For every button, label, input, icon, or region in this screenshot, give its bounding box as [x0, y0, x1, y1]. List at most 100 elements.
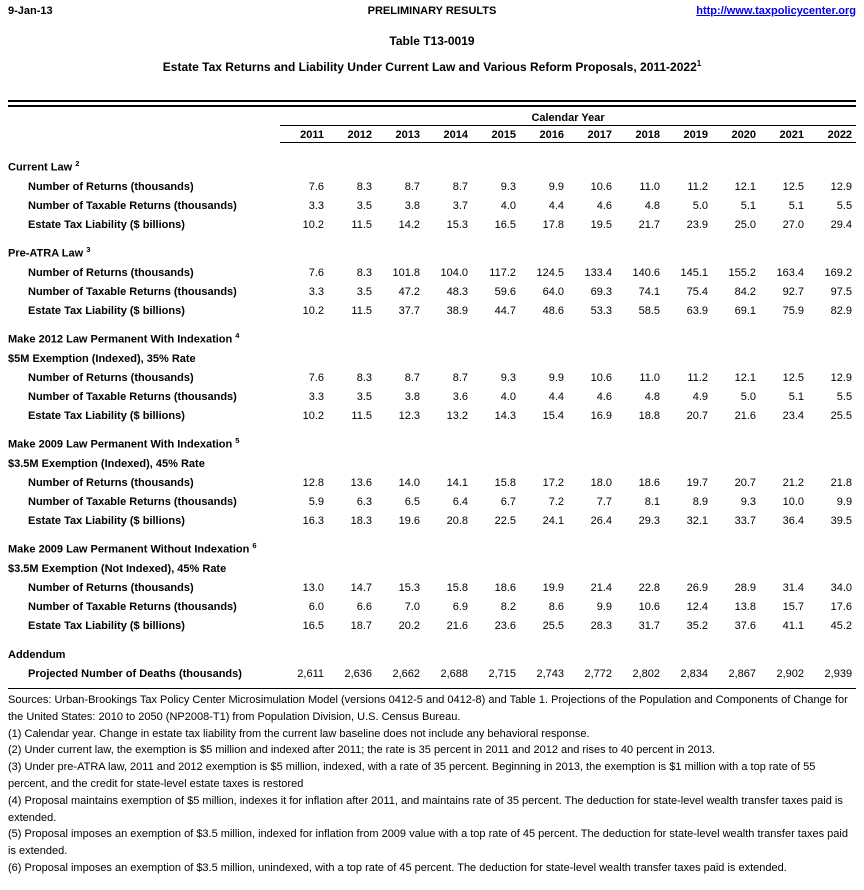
data-cell: 3.5: [356, 391, 372, 403]
double-rule: [8, 100, 856, 107]
data-cell: 6.6: [356, 601, 372, 613]
row-label: Number of Returns (thousands): [28, 582, 194, 594]
data-cell: 23.4: [782, 410, 804, 422]
data-cell: 2,636: [344, 668, 372, 680]
data-cell: 6.0: [308, 601, 324, 613]
data-cell: 16.5: [494, 219, 516, 231]
data-cell: 12.5: [782, 372, 804, 384]
data-cell: 9.9: [548, 181, 564, 193]
data-cell: 16.9: [590, 410, 612, 422]
data-cell: 6.7: [500, 496, 516, 508]
data-cell: 39.5: [830, 515, 853, 527]
header-link[interactable]: http://www.taxpolicycenter.org: [696, 5, 856, 17]
section-heading-row: Make 2009 Law Permanent Without Indexati…: [8, 538, 856, 557]
data-cell: 2,611: [297, 668, 324, 680]
corner-cell: [8, 109, 280, 126]
data-cell: 28.9: [734, 582, 756, 594]
data-cell: 4.4: [548, 200, 564, 212]
row-label: Number of Returns (thousands): [28, 372, 194, 384]
data-cell: 21.2: [782, 477, 804, 489]
data-cell: 11.0: [639, 372, 660, 384]
data-cell: 8.1: [644, 496, 660, 508]
data-cell: 29.3: [638, 515, 660, 527]
spacer-row: [8, 143, 856, 157]
data-cell: 5.1: [788, 391, 804, 403]
data-cell: 10.6: [590, 372, 612, 384]
row-label: Projected Number of Deaths (thousands): [28, 668, 242, 680]
footnote-paragraph: (2) Under current law, the exemption is …: [8, 744, 716, 757]
data-cell: 7.6: [308, 181, 324, 193]
table-row: Number of Taxable Returns (thousands) 3.3…: [8, 194, 856, 213]
section-heading-row: Make 2009 Law Permanent With Indexation 5: [8, 433, 856, 452]
section-footnote-marker: 3: [86, 245, 91, 255]
data-cell: 20.7: [686, 410, 708, 422]
data-cell: 8.7: [452, 181, 468, 193]
data-cell: 8.7: [404, 181, 420, 193]
section-subheading-row: $3.5M Exemption (Not Indexed), 45% Rate: [8, 557, 856, 576]
section-subheading-row: $3.5M Exemption (Indexed), 45% Rate: [8, 452, 856, 471]
row-label: Estate Tax Liability ($ billions): [28, 219, 185, 231]
row-label: Number of Returns (thousands): [28, 477, 194, 489]
spacer-row: [8, 423, 856, 433]
data-cell: 9.9: [836, 496, 853, 508]
data-cell: 7.2: [548, 496, 564, 508]
data-cell: 2,834: [680, 668, 708, 680]
data-cell: 9.3: [500, 181, 516, 193]
data-cell: 8.7: [452, 372, 468, 384]
data-cell: 45.2: [830, 620, 853, 632]
data-cell: 14.1: [446, 477, 468, 489]
data-cell: 17.8: [542, 219, 564, 231]
table-row: Projected Number of Deaths (thousands) 2,…: [8, 662, 856, 681]
data-cell: 18.7: [350, 620, 372, 632]
footnote-paragraph: (5) Proposal imposes an exemption of $3.…: [8, 828, 848, 858]
data-cell: 59.6: [494, 286, 516, 298]
table-row: Number of Taxable Returns (thousands) 5.9…: [8, 490, 856, 509]
data-cell: 29.4: [830, 219, 853, 231]
table-row: Number of Taxable Returns (thousands) 6.0…: [8, 595, 856, 614]
data-cell: 2,867: [728, 668, 756, 680]
data-cell: 27.0: [782, 219, 804, 231]
year-column-header: 2021: [760, 125, 808, 143]
section-heading-row: Addendum: [8, 643, 856, 662]
table-row: Number of Taxable Returns (thousands) 3.3…: [8, 385, 856, 404]
spacer-row: [8, 633, 856, 643]
data-cell: 25.5: [542, 620, 564, 632]
section-footnote-marker: 4: [235, 331, 240, 341]
section-footnote-marker: 2: [75, 159, 80, 169]
data-cell: 92.7: [782, 286, 804, 298]
header-status: PRELIMINARY RESULTS: [367, 5, 497, 17]
data-cell: 18.6: [494, 582, 516, 594]
section-subheading: $3.5M Exemption (Not Indexed), 45% Rate: [8, 563, 227, 575]
document-header: 9-Jan-13 PRELIMINARY RESULTS http://www.…: [8, 4, 856, 18]
data-cell: 28.3: [590, 620, 612, 632]
data-cell: 2,688: [440, 668, 468, 680]
data-cell: 17.6: [830, 601, 853, 613]
data-cell: 12.9: [830, 181, 853, 193]
year-column-header: 2018: [616, 125, 664, 143]
section-heading-text: Make 2009 Law Permanent Without Indexati…: [8, 544, 250, 556]
row-label: Number of Taxable Returns (thousands): [28, 391, 237, 403]
data-cell: 2,802: [632, 668, 660, 680]
table-row: Estate Tax Liability ($ billions) 10.2 11.…: [8, 213, 856, 232]
data-cell: 75.9: [782, 305, 804, 317]
data-cell: 10.6: [590, 181, 612, 193]
data-cell: 9.3: [500, 372, 516, 384]
table-title-text: Estate Tax Returns and Liability Under C…: [162, 60, 697, 74]
data-cell: 169.2: [824, 267, 853, 279]
year-column-header: 2012: [328, 125, 376, 143]
footnote-paragraph: (6) Proposal imposes an exemption of $3.…: [8, 861, 787, 874]
data-cell: 14.0: [398, 477, 420, 489]
data-cell: 5.5: [836, 391, 853, 403]
spacer-row: [8, 318, 856, 328]
data-cell: 104.0: [440, 267, 468, 279]
data-cell: 4.8: [644, 391, 660, 403]
data-cell: 12.9: [830, 372, 853, 384]
data-cell: 5.1: [740, 200, 756, 212]
calendar-year-header: Calendar Year: [280, 109, 857, 126]
data-cell: 48.6: [542, 305, 564, 317]
data-cell: 4.8: [644, 200, 660, 212]
data-cell: 32.1: [686, 515, 708, 527]
data-cell: 7.6: [308, 372, 324, 384]
data-cell: 13.6: [350, 477, 372, 489]
data-cell: 8.2: [500, 601, 516, 613]
